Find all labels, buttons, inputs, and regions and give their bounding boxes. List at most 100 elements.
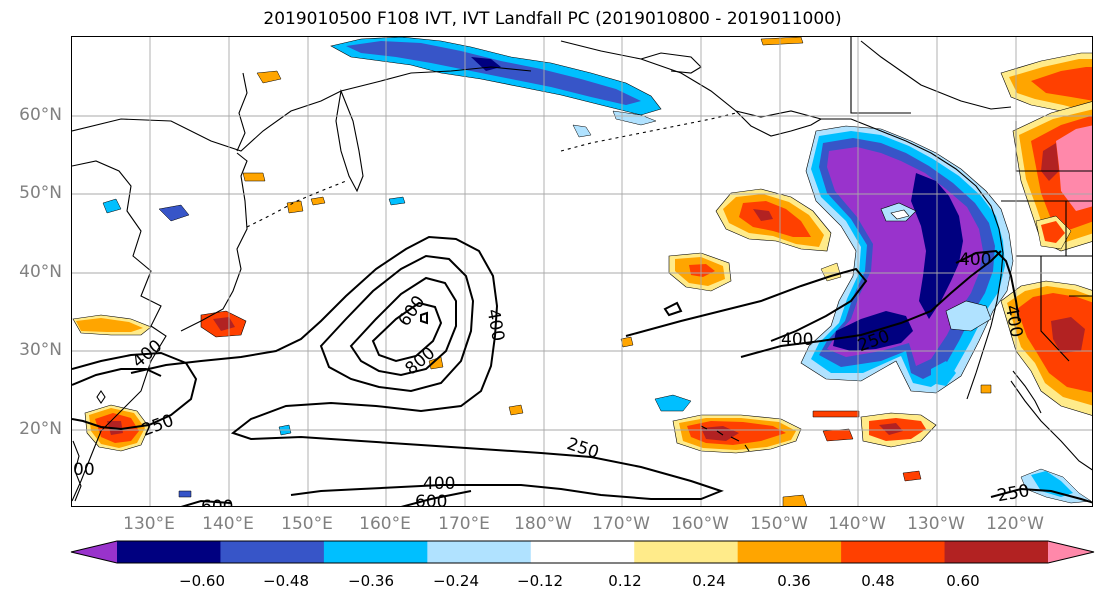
contour-label-400-a: 400	[483, 307, 508, 342]
colorbar-extend-right	[1048, 541, 1094, 563]
asia-coast	[72, 160, 167, 502]
blob-pos-h	[620, 336, 634, 348]
colorbar-tick-neg036: −0.36	[348, 572, 394, 590]
lon-label-120w: 120°W	[986, 514, 1044, 534]
contour-600	[349, 276, 457, 377]
east-bar-a	[812, 410, 860, 418]
contour-label-400-c: 400	[781, 330, 813, 350]
contour-250-west	[72, 351, 198, 431]
kyushu-darkred	[213, 317, 235, 331]
lon-label-150e: 150°E	[281, 514, 333, 534]
lon-label-130w: 130°W	[907, 514, 965, 534]
lon-label-140w: 140°W	[828, 514, 886, 534]
contour-label-400-f: 400	[1001, 304, 1026, 339]
colorbar-tick-neg024: −0.24	[433, 572, 479, 590]
canada-coast	[860, 40, 1012, 110]
map-canvas: 600 400 800 400 250 400 250 400 250 400 …	[72, 37, 1092, 507]
blob-pos-k	[980, 384, 992, 394]
contour-600-south	[180, 499, 232, 506]
colorbar-segments	[71, 541, 1094, 563]
contour-label-600-b: 600	[415, 492, 447, 507]
lon-label-180w: 180°W	[514, 514, 572, 534]
blob-pos-a	[286, 200, 304, 214]
east-pacific-darkred	[753, 209, 773, 221]
blob-neg-a	[102, 198, 122, 214]
lon-label-150w: 150°W	[750, 514, 808, 534]
white-hole-a	[890, 209, 910, 220]
bering-negative-band	[330, 37, 662, 138]
west-coast-orange	[76, 318, 143, 332]
kuril-chain	[246, 180, 347, 228]
contour-400-east-loop	[625, 267, 868, 342]
contour-400-inner	[319, 254, 475, 393]
light-blue-band-tip	[612, 110, 657, 126]
philippines	[72, 440, 82, 502]
contour-label-600-c: 600	[201, 497, 233, 507]
blob-pos-g	[508, 404, 524, 416]
light-blue-hole-b	[945, 300, 992, 332]
ne-pacific-negative-region	[800, 125, 1014, 394]
contour-label-400-e: 400	[423, 474, 455, 494]
alaska-coast	[560, 40, 1004, 400]
taiwan	[96, 390, 106, 404]
sakhalin-coast	[236, 72, 248, 152]
contour-label-400-d: 400	[959, 250, 991, 270]
contour-label-250-a: 250	[139, 411, 176, 441]
lon-label-160w: 160°W	[671, 514, 729, 534]
colorbar-extend-left	[71, 541, 117, 563]
blob-neg-f	[178, 490, 192, 498]
kamchatka-orange	[256, 70, 282, 84]
lat-label-20n: 20°N	[19, 419, 62, 439]
colorbar-tick-024: 0.24	[692, 572, 726, 590]
contour-250-east	[740, 250, 1002, 358]
map-title: 2019010500 F108 IVT, IVT Landfall PC (20…	[263, 9, 842, 29]
baja	[1012, 370, 1042, 414]
lon-label-170e: 170°E	[438, 514, 490, 534]
kamchatka-coast	[335, 88, 364, 193]
contour-400-east-coast	[955, 249, 1020, 322]
lon-label-140e: 140°E	[202, 514, 254, 534]
small-positive-blobs	[242, 37, 992, 506]
colorbar-segment	[323, 541, 428, 563]
alaska-border	[850, 37, 911, 114]
colorbar-tick-048: 0.48	[861, 572, 895, 590]
blob-pos-f	[902, 470, 922, 482]
colorbar-segment	[634, 541, 739, 563]
colorbar-tick-060: 0.60	[946, 572, 980, 590]
colorbar-tick-neg048: −0.48	[263, 572, 309, 590]
blob-neg-h	[388, 196, 406, 206]
colorbar-segment	[944, 541, 1049, 563]
lat-label-60n: 60°N	[19, 105, 62, 125]
ivt-pc-shading	[72, 37, 1092, 506]
blob-pos-b	[310, 196, 326, 206]
bering-islands	[640, 52, 702, 74]
colorbar-outline	[70, 540, 1095, 564]
contour-600-south-b	[400, 490, 472, 506]
east-blob-b	[822, 428, 854, 442]
contour-400-west	[72, 368, 162, 386]
colorbar-tick-012: 0.12	[608, 572, 642, 590]
colorbar-segment	[530, 541, 635, 563]
colorbar-tick-036: 0.36	[777, 572, 811, 590]
mid-pacific-red-a	[689, 264, 715, 277]
contour-small-loop	[663, 301, 683, 317]
contour-label-250-d: 250	[996, 481, 1031, 506]
lat-label-40n: 40°N	[19, 262, 62, 282]
blob-pos-e	[782, 494, 807, 506]
coastlines	[72, 40, 1092, 502]
blob-pos-j	[760, 37, 804, 46]
colorbar-segment	[427, 541, 532, 563]
colorbar-segment	[841, 541, 946, 563]
blob-neg-b	[158, 204, 190, 222]
lat-label-30n: 30°N	[19, 340, 62, 360]
map-panel: 600 400 800 400 250 400 250 400 250 400 …	[71, 36, 1093, 507]
gridlines	[72, 37, 1092, 506]
siberia-coast	[72, 66, 532, 152]
lon-label-170w: 170°W	[592, 514, 650, 534]
lat-label-50n: 50°N	[19, 183, 62, 203]
west-us-darkred	[1051, 317, 1085, 353]
colorbar-segment	[117, 541, 221, 563]
colorbar-segment	[220, 541, 325, 563]
contour-label-250-c: 250	[564, 434, 601, 463]
royal-blue-band	[346, 41, 641, 105]
